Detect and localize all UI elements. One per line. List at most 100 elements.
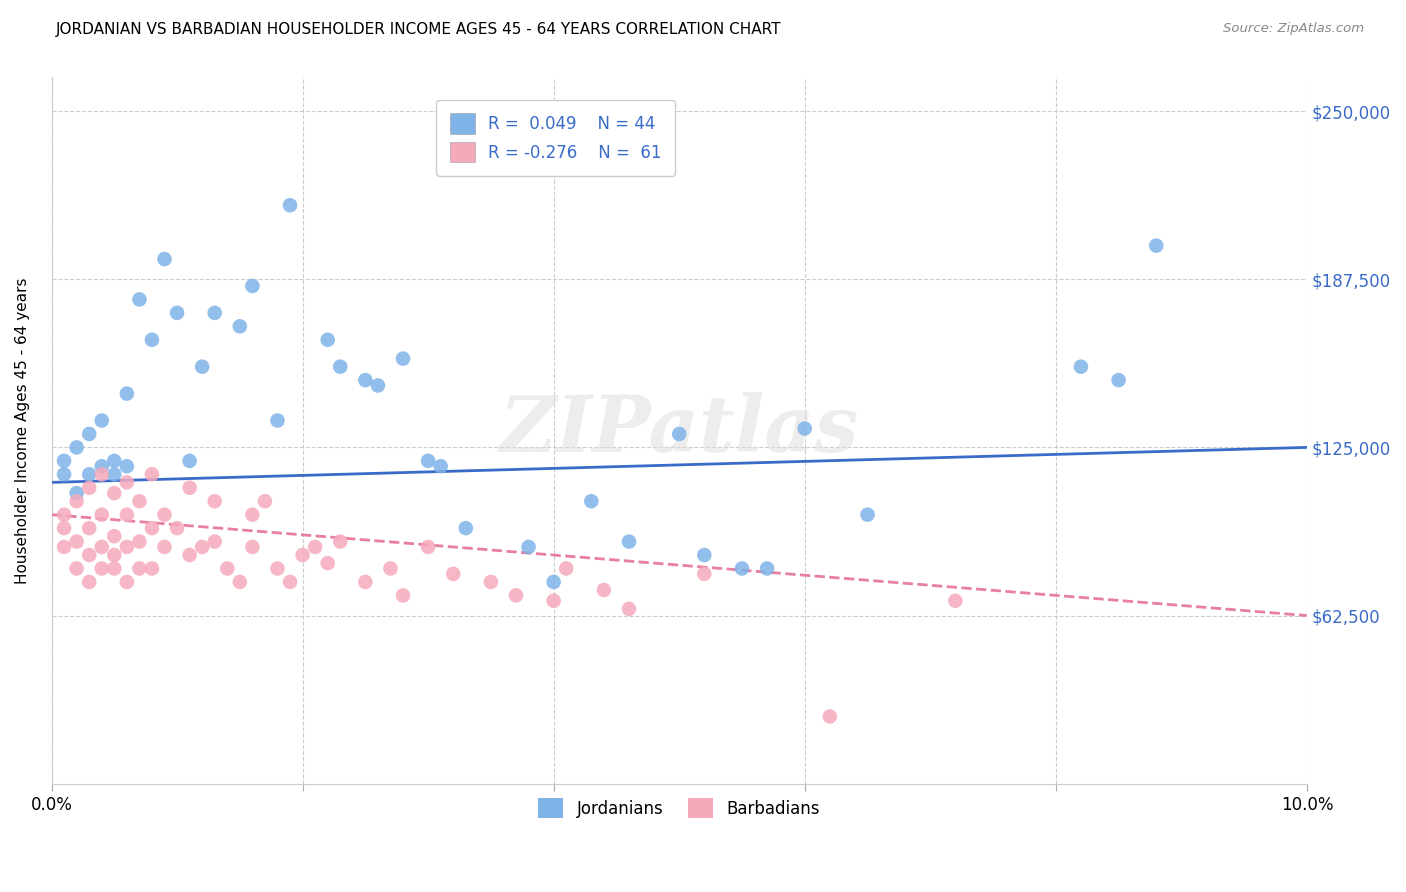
Point xyxy=(367,378,389,392)
Point xyxy=(229,574,252,589)
Point xyxy=(581,494,603,508)
Point xyxy=(242,540,264,554)
Point xyxy=(555,561,578,575)
Point xyxy=(153,252,176,266)
Point xyxy=(141,467,163,482)
Point xyxy=(141,333,163,347)
Point xyxy=(329,359,352,374)
Point xyxy=(179,454,201,468)
Point xyxy=(266,413,288,427)
Point xyxy=(793,421,815,435)
Point xyxy=(1108,373,1130,387)
Point xyxy=(354,373,377,387)
Point xyxy=(90,459,112,474)
Point xyxy=(441,566,464,581)
Point xyxy=(354,574,377,589)
Point xyxy=(304,540,326,554)
Point xyxy=(242,279,264,293)
Point xyxy=(77,521,100,535)
Point xyxy=(429,459,451,474)
Legend: Jordanians, Barbadians: Jordanians, Barbadians xyxy=(531,791,827,825)
Point xyxy=(153,540,176,554)
Point xyxy=(617,602,640,616)
Point xyxy=(77,548,100,562)
Point xyxy=(103,561,125,575)
Point xyxy=(418,540,440,554)
Point xyxy=(53,540,76,554)
Text: ZIPatlas: ZIPatlas xyxy=(499,392,859,469)
Point xyxy=(90,413,112,427)
Text: Source: ZipAtlas.com: Source: ZipAtlas.com xyxy=(1223,22,1364,36)
Point xyxy=(204,534,226,549)
Point xyxy=(141,561,163,575)
Point xyxy=(90,467,112,482)
Point xyxy=(756,561,779,575)
Point xyxy=(242,508,264,522)
Point xyxy=(90,508,112,522)
Point xyxy=(66,486,89,500)
Point xyxy=(153,508,176,522)
Point xyxy=(77,574,100,589)
Point xyxy=(77,481,100,495)
Point xyxy=(329,534,352,549)
Point xyxy=(166,521,188,535)
Point xyxy=(818,709,841,723)
Point xyxy=(392,588,415,602)
Point xyxy=(191,359,214,374)
Point xyxy=(217,561,239,575)
Point xyxy=(179,481,201,495)
Point xyxy=(517,540,540,554)
Point xyxy=(668,426,690,441)
Point xyxy=(479,574,502,589)
Point xyxy=(166,306,188,320)
Point xyxy=(593,582,616,597)
Y-axis label: Householder Income Ages 45 - 64 years: Householder Income Ages 45 - 64 years xyxy=(15,277,30,584)
Point xyxy=(115,574,138,589)
Point xyxy=(128,534,150,549)
Point xyxy=(115,386,138,401)
Point xyxy=(115,475,138,490)
Point xyxy=(77,426,100,441)
Point xyxy=(77,467,100,482)
Point xyxy=(103,548,125,562)
Point xyxy=(617,534,640,549)
Point xyxy=(179,548,201,562)
Point xyxy=(66,561,89,575)
Point xyxy=(1070,359,1092,374)
Point xyxy=(316,333,339,347)
Point xyxy=(103,454,125,468)
Point xyxy=(141,521,163,535)
Point xyxy=(191,540,214,554)
Point xyxy=(66,534,89,549)
Point xyxy=(316,556,339,570)
Point xyxy=(128,293,150,307)
Point xyxy=(380,561,402,575)
Point xyxy=(543,594,565,608)
Point xyxy=(505,588,527,602)
Point xyxy=(543,574,565,589)
Point xyxy=(392,351,415,366)
Point xyxy=(291,548,314,562)
Point xyxy=(53,454,76,468)
Point xyxy=(128,494,150,508)
Point xyxy=(204,306,226,320)
Point xyxy=(945,594,967,608)
Point xyxy=(115,459,138,474)
Point xyxy=(229,319,252,334)
Point xyxy=(693,548,716,562)
Point xyxy=(454,521,477,535)
Text: JORDANIAN VS BARBADIAN HOUSEHOLDER INCOME AGES 45 - 64 YEARS CORRELATION CHART: JORDANIAN VS BARBADIAN HOUSEHOLDER INCOM… xyxy=(56,22,782,37)
Point xyxy=(115,508,138,522)
Point xyxy=(66,494,89,508)
Point xyxy=(693,566,716,581)
Point xyxy=(90,540,112,554)
Point xyxy=(278,574,301,589)
Point xyxy=(90,561,112,575)
Point xyxy=(103,467,125,482)
Point xyxy=(253,494,276,508)
Point xyxy=(204,494,226,508)
Point xyxy=(66,441,89,455)
Point xyxy=(53,508,76,522)
Point xyxy=(115,540,138,554)
Point xyxy=(53,467,76,482)
